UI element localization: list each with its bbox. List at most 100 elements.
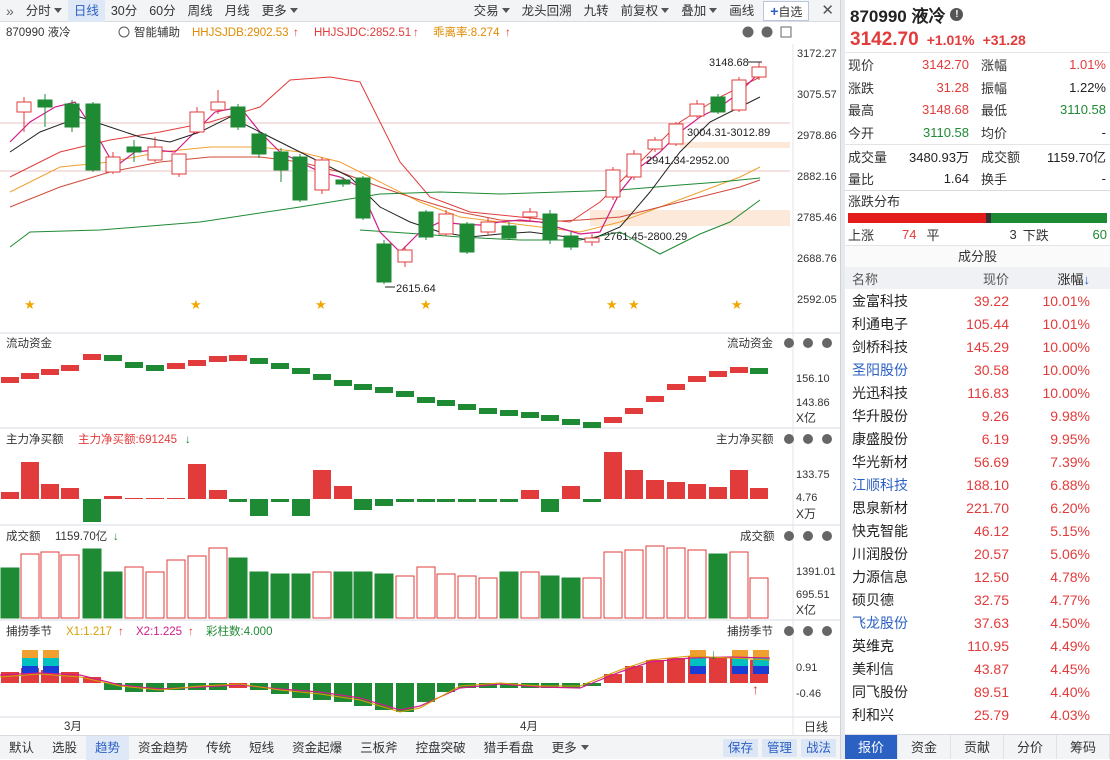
component-price: 25.79 xyxy=(973,706,1009,723)
component-row[interactable]: 利和兴 25.79 4.03% xyxy=(845,703,1110,726)
flow-unit: X亿 xyxy=(796,410,816,425)
component-pct: 4.45% xyxy=(1050,660,1090,677)
assist-label[interactable]: 智能辅助 xyxy=(134,25,180,39)
component-row[interactable]: 英维克 110.95 4.49% xyxy=(845,634,1110,657)
leader-review-button[interactable]: 龙头回溯 xyxy=(521,3,572,18)
tab-short-term[interactable]: 短线 xyxy=(249,740,275,755)
component-row[interactable]: 圣阳股份 30.58 10.00% xyxy=(845,358,1110,381)
settings-icon[interactable] xyxy=(784,626,794,636)
help-icon[interactable] xyxy=(803,531,813,541)
tab-traditional[interactable]: 传统 xyxy=(206,740,232,755)
add-watchlist-button[interactable]: +自选 xyxy=(763,0,810,21)
component-row[interactable]: 川润股份 20.57 5.06% xyxy=(845,542,1110,565)
close-icon[interactable] xyxy=(822,531,832,541)
component-row[interactable]: 康盛股份 6.19 9.95% xyxy=(845,427,1110,450)
settings-icon[interactable] xyxy=(742,26,754,38)
volume-bar xyxy=(60,554,80,619)
flow-bar xyxy=(125,362,143,368)
tab-fund-trend[interactable]: 资金趋势 xyxy=(138,740,189,755)
tab-intraday[interactable]: 分时 xyxy=(20,0,68,22)
minimize-icon[interactable] xyxy=(761,26,773,38)
component-row[interactable]: 美利信 43.87 4.45% xyxy=(845,657,1110,680)
help-icon[interactable] xyxy=(803,626,813,636)
component-pct: 10.00% xyxy=(1042,338,1090,355)
assist-icon[interactable] xyxy=(118,26,130,38)
component-row[interactable]: 华升股份 9.26 9.98% xyxy=(845,404,1110,427)
help-icon[interactable] xyxy=(803,338,813,348)
component-row[interactable]: 剑桥科技 145.29 10.00% xyxy=(845,335,1110,358)
sort-pct-header[interactable]: 涨幅↓ xyxy=(1057,271,1090,287)
tab-monthly[interactable]: 月线 xyxy=(224,3,250,18)
flow-bar xyxy=(271,363,289,369)
tab-60min[interactable]: 60分 xyxy=(149,3,176,18)
chart-area[interactable]: 870990 液冷 智能辅助 HHJSJDB:2902.53 ↑ HHJSJDC… xyxy=(0,22,840,735)
component-row[interactable]: 同飞股份 89.51 4.40% xyxy=(845,680,1110,703)
adjust-menu[interactable]: 前复权 xyxy=(615,0,676,22)
component-row[interactable]: 力源信息 12.50 4.78% xyxy=(845,565,1110,588)
main-net-bars xyxy=(1,452,768,522)
tab-control-break[interactable]: 控盘突破 xyxy=(415,740,466,755)
manage-button[interactable]: 管理 xyxy=(761,738,797,757)
flow-bar xyxy=(750,368,768,374)
component-row[interactable]: 金富科技 39.22 10.01% xyxy=(845,289,1110,312)
tab-default[interactable]: 默认 xyxy=(9,740,35,755)
tab-trend[interactable]: 趋势 xyxy=(86,735,130,760)
component-name: 硕贝德 xyxy=(852,591,894,608)
volume-bar xyxy=(40,551,60,619)
tab-funds[interactable]: 资金 xyxy=(898,735,951,759)
overlay-menu[interactable]: 叠加 xyxy=(675,0,723,22)
component-row[interactable]: 快克智能 46.12 5.15% xyxy=(845,519,1110,542)
save-button[interactable]: 保存 xyxy=(722,738,758,757)
volume-bar xyxy=(312,571,332,619)
flat-ratio xyxy=(985,213,992,224)
component-row[interactable]: 江顺科技 188.10 6.88% xyxy=(845,473,1110,496)
flow-bar xyxy=(562,419,580,425)
volume-table: 成交量 3480.93万 成交额 1159.70亿 量比 1.64 换手 - xyxy=(845,143,1110,190)
close-icon[interactable] xyxy=(822,434,832,444)
tab-stock-select[interactable]: 选股 xyxy=(52,740,78,755)
tab-three-axes[interactable]: 三板斧 xyxy=(360,740,398,755)
tab-quote[interactable]: 报价 xyxy=(845,735,898,759)
zone-label-2: 2941.34-2952.00 xyxy=(646,155,729,167)
tab-more[interactable]: 更多 xyxy=(256,0,304,22)
maximize-icon[interactable] xyxy=(780,26,792,38)
tab-weekly[interactable]: 周线 xyxy=(187,3,213,18)
candle-body xyxy=(314,159,330,191)
draw-button[interactable]: 画线 xyxy=(729,3,755,18)
candle-body xyxy=(210,101,226,111)
tab-contribution[interactable]: 贡献 xyxy=(951,735,1004,759)
trade-menu[interactable]: 交易 xyxy=(468,0,516,22)
tab-chips[interactable]: 筹码 xyxy=(1057,735,1110,759)
component-row[interactable]: 思泉新材 221.70 6.20% xyxy=(845,496,1110,519)
kline-chart[interactable]: 870990 液冷 智能辅助 HHJSJDB:2902.53 ↑ HHJSJDC… xyxy=(0,22,840,735)
stock-title: 870990 液冷 xyxy=(850,6,946,26)
settings-icon[interactable] xyxy=(784,434,794,444)
settings-icon[interactable] xyxy=(784,531,794,541)
tab-30min[interactable]: 30分 xyxy=(110,3,138,18)
volume-bar xyxy=(82,548,102,619)
info-icon[interactable]: ! xyxy=(950,7,964,21)
settings-icon[interactable] xyxy=(784,338,794,348)
quote-row: 最高 3148.68 最低 3110.58 xyxy=(848,102,1106,119)
component-row[interactable]: 华光新材 56.69 7.39% xyxy=(845,450,1110,473)
candle-body xyxy=(230,106,246,128)
period-label[interactable]: 日线 xyxy=(804,720,828,734)
close-icon[interactable]: ✕ xyxy=(821,1,834,19)
component-row[interactable]: 硕贝德 32.75 4.77% xyxy=(845,588,1110,611)
component-row[interactable]: 飞龙股份 37.63 4.50% xyxy=(845,611,1110,634)
component-row[interactable]: 光迅科技 116.83 10.00% xyxy=(845,381,1110,404)
help-icon[interactable] xyxy=(803,434,813,444)
panel-divider[interactable] xyxy=(840,0,845,759)
tab-hunter[interactable]: 猎手看盘 xyxy=(483,740,534,755)
tab-fund-burst[interactable]: 资金起爆 xyxy=(292,740,343,755)
strategy-button[interactable]: 战法 xyxy=(800,738,836,757)
close-icon[interactable] xyxy=(822,338,832,348)
nine-turn-button[interactable]: 九转 xyxy=(583,3,609,18)
tab-price-distribution[interactable]: 分价 xyxy=(1004,735,1057,759)
tab-more[interactable]: 更多 xyxy=(543,736,598,760)
collapse-icon[interactable]: » xyxy=(6,2,14,19)
tab-daily[interactable]: 日线 xyxy=(67,0,105,22)
flow-bar xyxy=(604,417,622,423)
component-row[interactable]: 利通电子 105.44 10.01% xyxy=(845,312,1110,335)
close-icon[interactable] xyxy=(822,626,832,636)
